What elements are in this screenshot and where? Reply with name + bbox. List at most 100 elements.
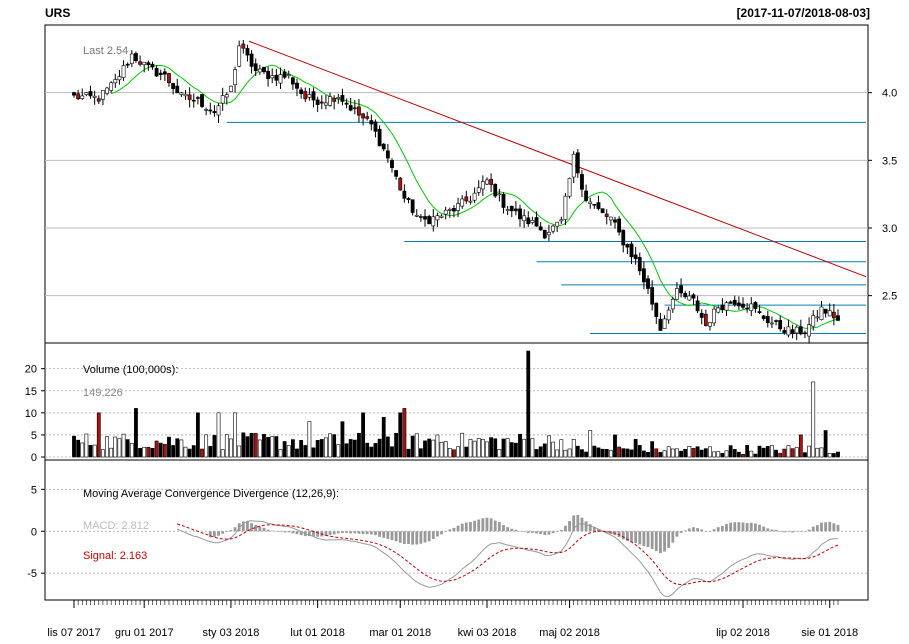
macd-histogram-bar — [671, 531, 675, 543]
candle — [770, 316, 774, 329]
candle — [352, 99, 357, 115]
candle — [171, 83, 176, 95]
candle-body — [435, 215, 440, 221]
macd-histogram-bar — [250, 523, 253, 532]
candle — [749, 297, 754, 317]
volume-bar — [295, 448, 299, 458]
macd-histogram-bar — [580, 517, 584, 532]
macd-histogram-bar — [824, 522, 828, 532]
candle-body — [381, 143, 386, 150]
candle — [150, 61, 155, 70]
candle-body — [728, 301, 733, 304]
candle-body — [592, 203, 597, 206]
macd-histogram-bar — [270, 530, 274, 532]
macd-histogram-bar — [287, 531, 291, 533]
volume-bar — [683, 449, 688, 458]
volume-bar — [633, 439, 638, 458]
candle-body — [534, 217, 539, 227]
macd-histogram-bar — [233, 527, 237, 532]
candle-body — [113, 79, 118, 84]
candle-body — [538, 226, 543, 231]
candle-body — [774, 320, 778, 322]
candle — [571, 151, 576, 184]
candle-body — [617, 218, 622, 233]
candle — [142, 61, 147, 73]
candle — [765, 310, 770, 328]
volume-bar — [414, 433, 419, 458]
candle-body — [92, 95, 97, 98]
candle — [167, 72, 171, 87]
candle — [443, 206, 448, 220]
candle — [757, 304, 762, 315]
candle-body — [348, 105, 353, 111]
candle-body — [427, 216, 432, 225]
volume-bar — [72, 435, 76, 458]
x-tick-label: kwi 03 2018 — [458, 627, 517, 639]
candle — [683, 290, 688, 299]
macd-tick-label: -5 — [27, 568, 37, 580]
candle — [592, 203, 597, 209]
candle — [472, 187, 477, 204]
candle-body — [402, 190, 407, 199]
candle — [237, 40, 242, 68]
macd-histogram-bar — [720, 525, 724, 532]
candle-body — [295, 82, 299, 89]
candle — [84, 92, 89, 97]
volume-bar — [580, 449, 584, 458]
candle-body — [575, 152, 580, 174]
candle-body — [286, 74, 291, 77]
volume-bar — [109, 447, 114, 458]
candle-body — [501, 193, 506, 208]
volume-bar — [365, 442, 370, 458]
volume-bar — [782, 448, 787, 458]
macd-histogram-bar — [741, 522, 745, 532]
candle — [596, 195, 601, 211]
macd-histogram-bar — [791, 531, 794, 533]
candle — [480, 175, 485, 196]
x-tick-label: lip 02 2018 — [716, 627, 770, 639]
volume-bar — [815, 447, 820, 458]
candle — [427, 214, 432, 225]
volume-bar — [480, 439, 485, 458]
macd-histogram-bar — [551, 531, 555, 534]
candle-body — [96, 98, 101, 102]
candle — [158, 69, 163, 81]
volume-bar — [551, 441, 555, 458]
macd-histogram-bar — [547, 531, 551, 535]
volume-bar — [406, 448, 411, 458]
candle-body — [245, 48, 250, 56]
macd-histogram-bar — [481, 518, 485, 532]
candle-body — [352, 107, 357, 110]
candle — [319, 95, 324, 110]
moving-average-line — [111, 64, 839, 330]
candle — [348, 98, 353, 112]
macd-histogram-bar — [704, 531, 708, 532]
candle-body — [390, 160, 394, 168]
volume-bar — [187, 448, 192, 458]
volume-bar — [373, 443, 378, 458]
candle-body — [109, 82, 114, 91]
volume-bar — [691, 448, 696, 458]
candle — [732, 295, 737, 307]
macd-histogram-bar — [394, 531, 398, 542]
volume-bar — [613, 434, 617, 458]
candle — [518, 204, 522, 227]
volume-bar — [410, 435, 415, 458]
volume-bar — [547, 435, 551, 458]
volume-bar — [604, 448, 609, 458]
volume-bar — [679, 450, 683, 458]
candle — [212, 105, 217, 117]
macd-histogram-bar — [291, 531, 295, 534]
price-panel: 4.0 3.5 3.0 2.5 — [44, 24, 897, 344]
volume-bar — [183, 446, 188, 458]
candle — [146, 60, 151, 71]
volume-bar — [493, 438, 498, 458]
candle — [295, 78, 299, 97]
volume-bar — [204, 434, 209, 458]
volume-bar — [687, 446, 692, 458]
macd-histogram-bar — [799, 531, 803, 532]
candle — [608, 216, 613, 226]
candle-body — [361, 113, 365, 119]
macd-tick-label: 0 — [31, 526, 37, 538]
macd-histogram-bar — [543, 531, 547, 536]
